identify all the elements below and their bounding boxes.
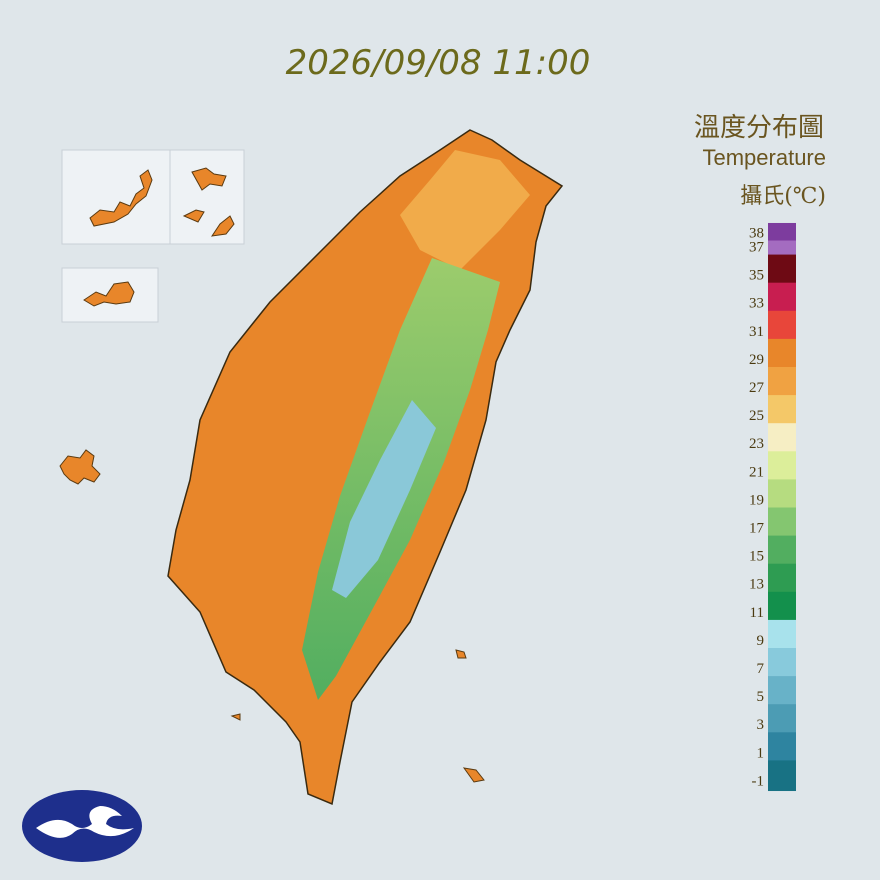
legend-swatch [768,423,796,453]
island [230,649,485,783]
legend-tick-label: 33 [749,296,764,312]
legend-swatch [768,760,796,792]
legend-tick-label: 37 [749,239,765,255]
legend-swatch [768,648,796,678]
legend-swatch [768,366,796,397]
legend-swatch [768,676,796,706]
legend-tick-label: 35 [749,268,764,284]
island [89,169,153,227]
kinmen-inset [61,149,245,245]
legend-tick-label: 25 [749,408,764,424]
logo [22,790,142,862]
legend-tick-label: 19 [749,492,764,508]
legend-swatch [768,732,796,762]
legend-swatch [768,535,796,565]
legend-swatch [768,395,796,425]
legend-tick-label: 5 [757,689,765,705]
timestamp: 2026/09/08 11:00 [286,43,591,83]
island [182,167,235,237]
island [59,449,101,485]
legend-tick-label: 13 [749,577,764,593]
legend-swatch [768,479,796,509]
legend-swatch [768,310,796,340]
legend-tick-label: 29 [749,352,764,368]
legend-tick-label: 31 [749,324,764,340]
legend-swatch [768,254,796,284]
legend-unit: 攝氏(℃) [740,184,826,209]
northern-hills [400,150,530,270]
legend-tick-label: 1 [757,745,765,761]
legend-swatch [768,591,796,621]
legend-title: 溫度分布圖 [694,113,824,143]
legend-tick-label: -1 [752,773,765,789]
legend-tick-label: 27 [749,380,765,396]
legend-tick-label: 21 [749,464,764,480]
high-peaks [332,400,436,598]
legend-swatch [768,563,796,593]
legend-tick-label: 7 [757,661,765,677]
island [83,281,135,307]
legend-swatch [768,338,796,368]
legend-swatch [768,451,796,481]
legend-swatch [768,507,796,537]
legend-swatch [768,282,796,312]
legend-tick-label: 11 [750,605,764,621]
legend-tick-label: 23 [749,436,764,452]
legend-tick-label: 38 [749,225,764,241]
legend-swatch [768,619,796,650]
legend-tick-label: 3 [757,717,765,733]
legend-subtitle: Temperature [702,145,826,170]
legend-tick-label: 17 [749,521,765,537]
legend-tick-label: 15 [749,549,764,565]
legend-swatch [768,240,796,256]
logo-wave [36,806,134,838]
legend-swatch [768,704,796,734]
legend-swatch [768,222,796,242]
legend-tick-label: 9 [757,633,765,649]
